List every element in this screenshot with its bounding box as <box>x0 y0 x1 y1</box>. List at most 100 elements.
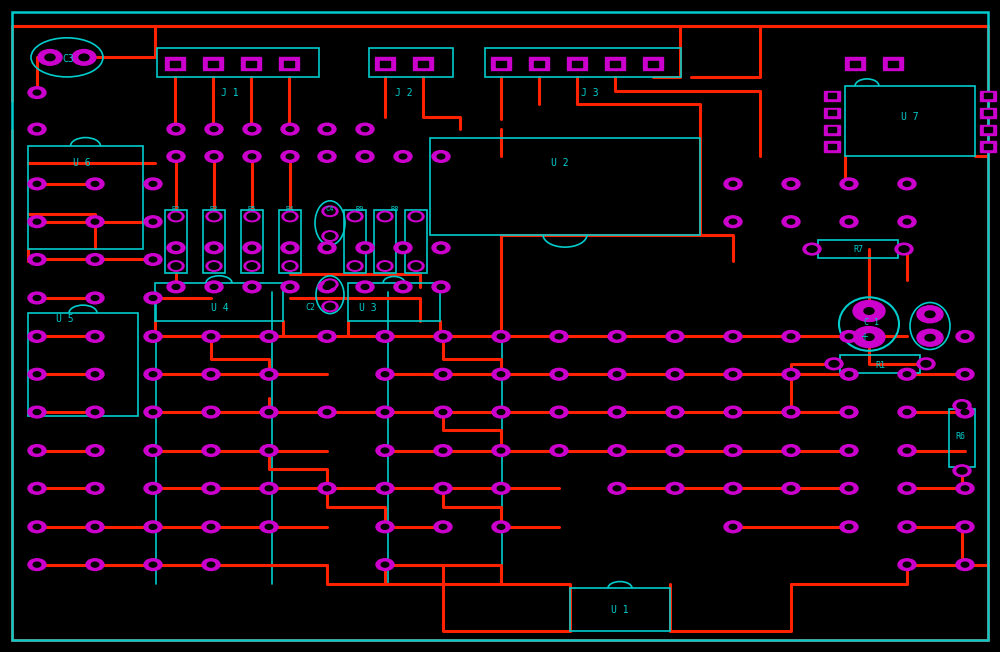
Circle shape <box>325 281 335 288</box>
Text: U 2: U 2 <box>551 158 569 168</box>
Circle shape <box>956 368 974 380</box>
Circle shape <box>380 213 390 220</box>
Circle shape <box>91 257 99 262</box>
Bar <box>241 57 261 70</box>
Circle shape <box>787 372 795 377</box>
Circle shape <box>144 292 162 304</box>
Bar <box>605 57 625 70</box>
Bar <box>496 61 506 67</box>
Circle shape <box>167 123 185 135</box>
Circle shape <box>724 445 742 456</box>
Circle shape <box>207 448 215 453</box>
Circle shape <box>248 154 256 159</box>
Circle shape <box>961 486 969 491</box>
Circle shape <box>144 216 162 228</box>
Circle shape <box>144 331 162 342</box>
Circle shape <box>149 448 157 453</box>
Circle shape <box>206 211 222 222</box>
Circle shape <box>961 372 969 377</box>
Bar <box>491 57 511 70</box>
Circle shape <box>376 559 394 570</box>
Bar <box>845 86 975 156</box>
Circle shape <box>28 559 46 570</box>
Circle shape <box>86 368 104 380</box>
Circle shape <box>325 233 335 239</box>
Circle shape <box>956 331 974 342</box>
Bar <box>344 210 366 273</box>
Bar <box>413 57 433 70</box>
Circle shape <box>845 486 853 491</box>
Circle shape <box>917 306 943 323</box>
Text: U 3: U 3 <box>359 303 377 313</box>
Circle shape <box>399 245 407 250</box>
Circle shape <box>903 181 911 186</box>
Circle shape <box>724 178 742 190</box>
Circle shape <box>925 334 935 341</box>
Bar <box>534 61 544 67</box>
Circle shape <box>898 521 916 533</box>
Circle shape <box>381 372 389 377</box>
Circle shape <box>318 406 336 418</box>
Circle shape <box>323 486 331 491</box>
Bar <box>824 141 840 152</box>
Circle shape <box>381 409 389 415</box>
Circle shape <box>380 263 390 269</box>
Circle shape <box>376 331 394 342</box>
Circle shape <box>323 284 331 289</box>
Circle shape <box>439 524 447 529</box>
Circle shape <box>206 261 222 271</box>
Circle shape <box>91 334 99 339</box>
Bar <box>980 125 996 135</box>
Text: C2: C2 <box>305 303 315 312</box>
Circle shape <box>356 281 374 293</box>
Circle shape <box>167 281 185 293</box>
Circle shape <box>666 406 684 418</box>
Circle shape <box>921 361 931 367</box>
Bar <box>374 210 396 273</box>
Circle shape <box>376 406 394 418</box>
Circle shape <box>86 521 104 533</box>
Circle shape <box>202 368 220 380</box>
Circle shape <box>318 242 336 254</box>
Circle shape <box>439 334 447 339</box>
Circle shape <box>956 521 974 533</box>
Circle shape <box>555 448 563 453</box>
Circle shape <box>243 151 261 162</box>
Circle shape <box>28 445 46 456</box>
Circle shape <box>323 154 331 159</box>
Circle shape <box>853 301 885 321</box>
Circle shape <box>207 486 215 491</box>
Circle shape <box>895 243 913 255</box>
Circle shape <box>171 263 181 269</box>
Circle shape <box>285 263 295 269</box>
Circle shape <box>86 292 104 304</box>
Circle shape <box>492 521 510 533</box>
Circle shape <box>613 448 621 453</box>
Circle shape <box>381 334 389 339</box>
Bar <box>824 108 840 118</box>
Circle shape <box>79 54 89 61</box>
Bar <box>980 141 996 152</box>
Circle shape <box>149 219 157 224</box>
Circle shape <box>281 151 299 162</box>
Circle shape <box>666 482 684 494</box>
Circle shape <box>411 213 421 220</box>
Circle shape <box>729 372 737 377</box>
Circle shape <box>210 284 218 289</box>
Circle shape <box>925 311 935 318</box>
Circle shape <box>38 50 62 65</box>
Circle shape <box>787 409 795 415</box>
Bar <box>430 138 700 235</box>
Circle shape <box>144 445 162 456</box>
Circle shape <box>399 154 407 159</box>
Circle shape <box>33 181 41 186</box>
Circle shape <box>356 242 374 254</box>
Circle shape <box>376 445 394 456</box>
Circle shape <box>323 409 331 415</box>
Circle shape <box>243 123 261 135</box>
Circle shape <box>439 486 447 491</box>
Bar <box>984 144 992 149</box>
Circle shape <box>243 242 261 254</box>
Circle shape <box>782 368 800 380</box>
Circle shape <box>86 445 104 456</box>
